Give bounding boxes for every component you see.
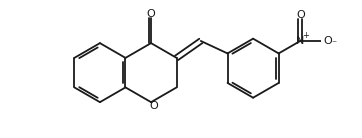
Text: O: O [296,10,305,20]
Text: ⁻: ⁻ [332,39,337,49]
Text: +: + [302,31,309,40]
Text: O: O [147,9,155,19]
Text: O: O [324,36,332,46]
Text: O: O [149,101,158,111]
Text: N: N [296,36,304,46]
